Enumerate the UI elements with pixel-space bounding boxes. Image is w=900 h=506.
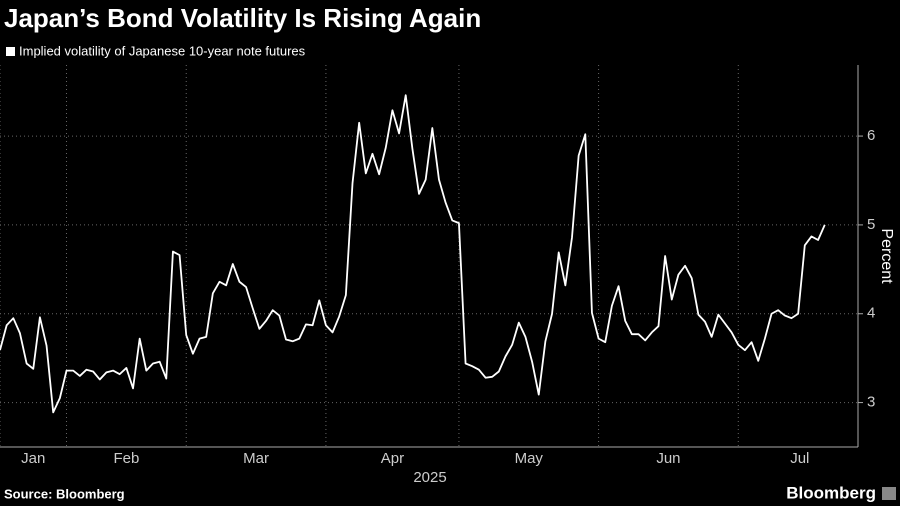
brand: Bloomberg bbox=[786, 483, 876, 502]
brand-icon bbox=[882, 487, 896, 500]
y-tick-label: 6 bbox=[867, 127, 875, 144]
x-tick-label: Apr bbox=[381, 450, 404, 467]
legend-label: Implied volatility of Japanese 10-year n… bbox=[19, 43, 306, 58]
x-tick-label: Mar bbox=[243, 450, 269, 467]
x-tick-label: Feb bbox=[113, 450, 139, 467]
x-tick-label: Jun bbox=[656, 450, 680, 467]
x-axis-label: 2025 bbox=[413, 469, 446, 486]
x-tick-label: Jul bbox=[790, 450, 809, 467]
legend-swatch bbox=[6, 47, 15, 56]
x-tick-label: May bbox=[515, 450, 544, 467]
source: Source: Bloomberg bbox=[4, 486, 125, 501]
line bbox=[0, 94, 826, 414]
y-tick-label: 4 bbox=[867, 305, 875, 322]
y-tick-label: 5 bbox=[867, 216, 875, 233]
y-tick-label: 3 bbox=[867, 394, 875, 411]
chart-title: Japan’s Bond Volatility Is Rising Again bbox=[4, 3, 481, 33]
y-axis-label: Percent bbox=[878, 228, 895, 284]
x-tick-label: Jan bbox=[21, 450, 45, 467]
